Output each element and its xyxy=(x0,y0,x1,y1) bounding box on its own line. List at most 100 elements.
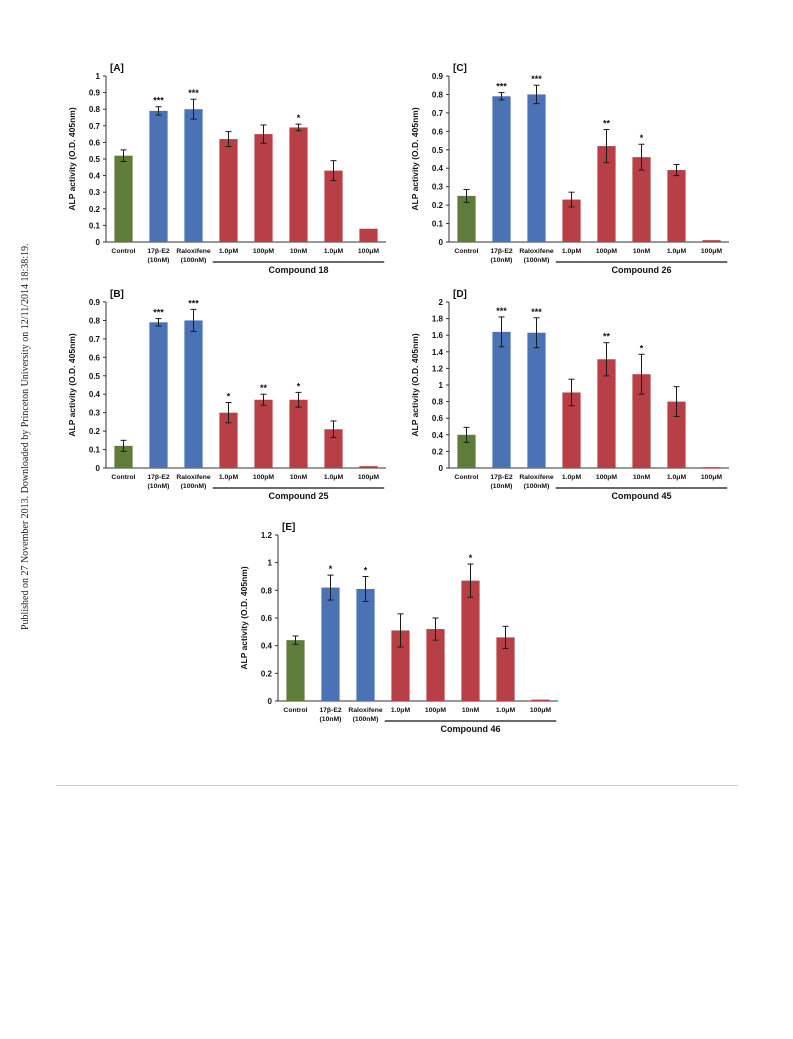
group-label: Compound 26 xyxy=(612,265,672,275)
x-tick-label: 1.0μM xyxy=(324,248,344,255)
y-tick-label: 1.4 xyxy=(432,348,444,357)
x-tick-label: 1.0μM xyxy=(324,474,344,481)
x-tick-label: 17β-E2 (10nM) xyxy=(147,248,170,264)
x-tick-label: 17β-E2 (10nM) xyxy=(490,474,513,490)
significance-marker: *** xyxy=(531,307,542,317)
chart-b-svg: [B] ALP activity (O.D. 405nm) 0 0.1 0.2 0.3 0.… xyxy=(67,289,386,501)
x-tick-label: Raloxifene (100nM) xyxy=(519,248,554,264)
bar xyxy=(254,134,273,242)
y-tick-label: 0.4 xyxy=(432,164,444,173)
x-tick-label: 100pM xyxy=(596,248,617,255)
x-tick-label: 1.0μM xyxy=(496,707,516,714)
bar xyxy=(702,240,721,242)
bar xyxy=(632,374,651,468)
y-tick-label: 1 xyxy=(96,72,101,81)
chart-c-svg: [C] ALP activity (O.D. 405nm) 0 0.1 0.2 0.3 0.… xyxy=(410,63,729,275)
group-label: Compound 18 xyxy=(269,265,329,275)
y-tick-label: 1.2 xyxy=(261,531,273,540)
y-tick-label: 0.6 xyxy=(89,353,101,362)
y-tick-label: 0.2 xyxy=(89,427,101,436)
y-axis-label: ALP activity (O.D. 405nm) xyxy=(410,333,420,436)
bar xyxy=(359,466,378,468)
y-tick-label: 0.2 xyxy=(432,447,444,456)
bar xyxy=(562,199,581,242)
bar xyxy=(667,170,686,242)
chart-panel-e: [E] ALP activity (O.D. 405nm) 0 0.2 0.4 0.6 0.… xyxy=(236,521,566,746)
x-tick-label: 10nM xyxy=(462,707,480,714)
chart-panel-c: [C] ALP activity (O.D. 405nm) 0 0.1 0.2 0.3 0.… xyxy=(407,62,737,287)
bar xyxy=(457,434,476,468)
significance-marker: *** xyxy=(188,298,199,308)
bar xyxy=(219,412,238,468)
y-tick-label: 0.9 xyxy=(432,72,444,81)
y-tick-label: 1 xyxy=(268,559,273,568)
y-tick-label: 0.2 xyxy=(261,669,273,678)
x-tick-label: 1.0pM xyxy=(391,707,411,714)
significance-marker: * xyxy=(329,564,333,574)
y-tick-label: 0.8 xyxy=(89,105,101,114)
download-notice: Published on 27 November 2013. Downloade… xyxy=(18,210,34,630)
x-tick-label: Control xyxy=(111,248,135,255)
x-tick-label: 1.0pM xyxy=(219,248,239,255)
x-tick-label: 100μM xyxy=(701,474,722,481)
significance-marker: *** xyxy=(153,308,164,318)
x-tick-label: 10nM xyxy=(633,474,651,481)
panel-label: [E] xyxy=(282,522,295,533)
x-tick-label: Control xyxy=(111,474,135,481)
y-tick-label: 0.8 xyxy=(89,316,101,325)
y-tick-label: 0.7 xyxy=(89,122,101,131)
bar xyxy=(492,331,511,468)
y-tick-label: 0.8 xyxy=(432,398,444,407)
group-label: Compound 25 xyxy=(269,491,329,501)
significance-marker: ** xyxy=(603,332,611,342)
significance-marker: * xyxy=(227,392,231,402)
bar xyxy=(391,630,410,701)
panel-label: [C] xyxy=(453,63,467,74)
y-tick-label: 2 xyxy=(439,298,444,307)
significance-marker: *** xyxy=(496,82,507,92)
y-tick-label: 0.5 xyxy=(432,146,444,155)
significance-marker: * xyxy=(640,343,644,353)
x-tick-label: 10nM xyxy=(290,474,308,481)
significance-marker: *** xyxy=(496,306,507,316)
bar xyxy=(114,445,133,468)
y-tick-label: 1 xyxy=(439,381,444,390)
y-tick-label: 0.1 xyxy=(89,221,101,230)
panel-label: [A] xyxy=(110,63,124,74)
bar xyxy=(184,320,203,468)
x-tick-label: Raloxifene (100nM) xyxy=(176,474,211,490)
y-tick-label: 0.9 xyxy=(89,298,101,307)
y-axis-label: ALP activity (O.D. 405nm) xyxy=(239,566,249,669)
chart-d-svg: [D] ALP activity (O.D. 405nm) 0 0.2 0.4 0.6 0.… xyxy=(410,289,729,501)
chart-e-svg: [E] ALP activity (O.D. 405nm) 0 0.2 0.4 0.6 0.… xyxy=(239,522,558,734)
x-tick-label: 10nM xyxy=(633,248,651,255)
x-tick-label: 100pM xyxy=(253,474,274,481)
x-tick-label: 100μM xyxy=(701,248,722,255)
bar xyxy=(531,699,550,702)
y-tick-label: 0.3 xyxy=(432,183,444,192)
x-tick-label: 100μM xyxy=(358,248,379,255)
y-tick-label: 0.3 xyxy=(89,188,101,197)
significance-marker: * xyxy=(297,113,301,123)
significance-marker: * xyxy=(640,133,644,143)
bar xyxy=(426,629,445,701)
y-tick-label: 0.5 xyxy=(89,155,101,164)
bar xyxy=(149,110,168,242)
y-tick-label: 0.7 xyxy=(89,335,101,344)
x-tick-label: 1.0pM xyxy=(562,474,582,481)
x-tick-label: 1.0μM xyxy=(667,474,687,481)
bar xyxy=(324,429,343,468)
y-axis-label: ALP activity (O.D. 405nm) xyxy=(410,107,420,210)
y-tick-label: 0.1 xyxy=(432,220,444,229)
x-tick-label: Raloxifene (100nM) xyxy=(348,707,383,723)
significance-marker: *** xyxy=(188,88,199,98)
chart-panel-a: [A] ALP activity (O.D. 405nm) 0 0.1 0.2 0.3 0.… xyxy=(64,62,394,287)
bar xyxy=(632,157,651,242)
x-tick-label: 1.0μM xyxy=(667,248,687,255)
y-tick-label: 0.8 xyxy=(432,90,444,99)
bar xyxy=(219,139,238,242)
panel-label: [D] xyxy=(453,289,467,300)
y-tick-label: 0 xyxy=(268,697,273,706)
y-tick-label: 0 xyxy=(439,464,444,473)
y-tick-label: 0 xyxy=(439,238,444,247)
